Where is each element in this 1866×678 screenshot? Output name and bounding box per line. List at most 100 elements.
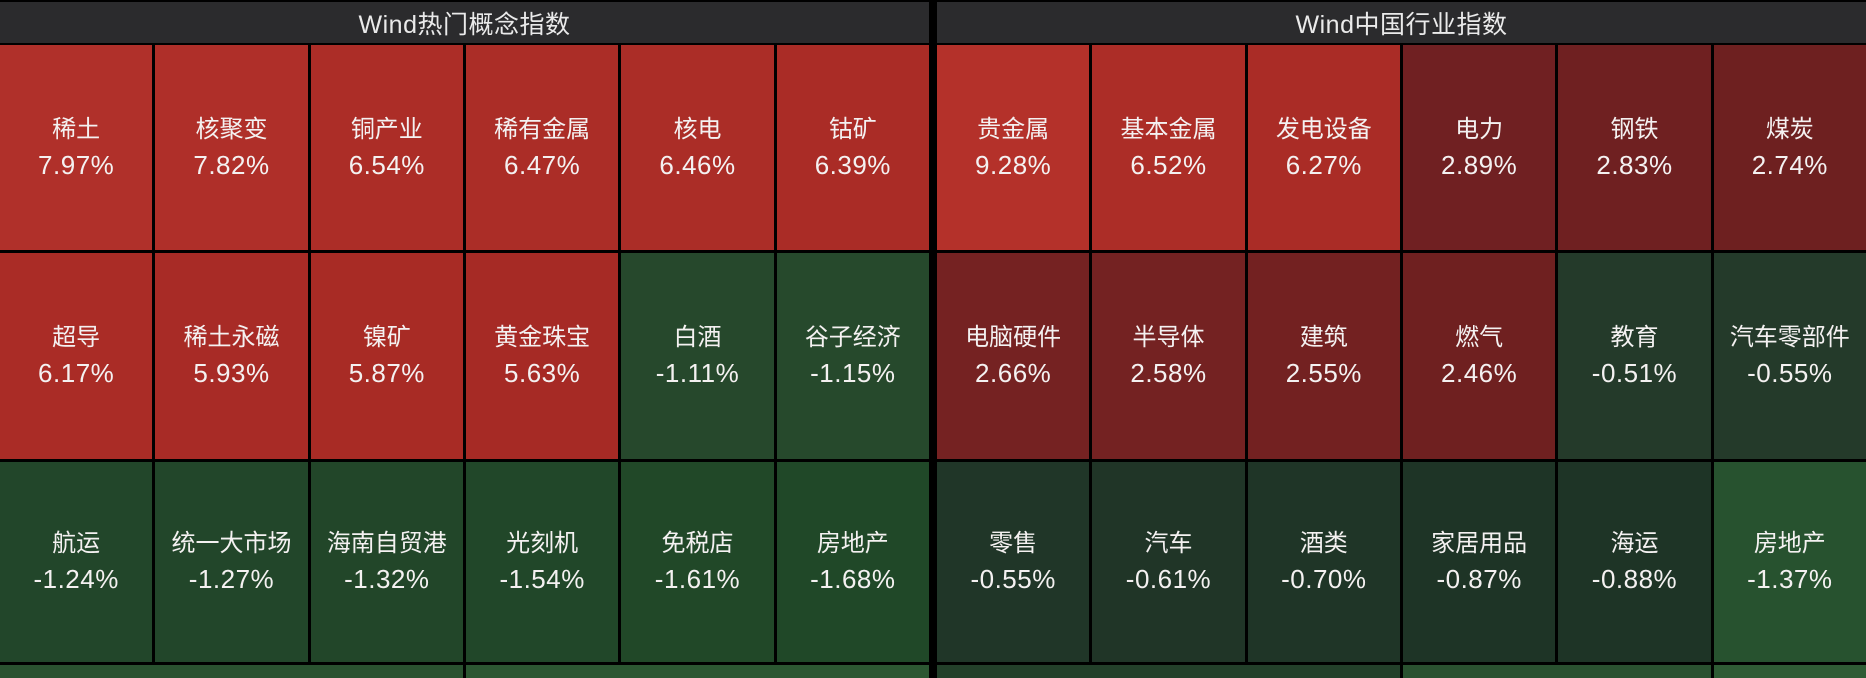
- heatmap-partial-cell: [1713, 665, 1866, 678]
- cell-value: 2.58%: [1130, 358, 1207, 388]
- heatmap-cell[interactable]: 稀有金属 6.47%: [465, 45, 619, 250]
- heatmap-cell[interactable]: 海运 -0.88%: [1558, 462, 1711, 662]
- cell-label: 零售: [989, 530, 1038, 557]
- heatmap-cell[interactable]: 稀土永磁 5.93%: [155, 253, 308, 459]
- cell-label: 稀土永磁: [183, 324, 280, 351]
- heatmap-cell[interactable]: 贵金属 9.28%: [937, 45, 1090, 250]
- heatmap-cell[interactable]: 钴矿 6.39%: [776, 45, 929, 250]
- cell-value: -1.61%: [654, 564, 741, 594]
- heatmap-cell[interactable]: 免税店 -1.61%: [621, 462, 774, 662]
- cell-label: 黄金珠宝: [494, 324, 591, 351]
- cell-value: -1.68%: [810, 564, 896, 594]
- heatmap-cell[interactable]: 黄金珠宝 5.63%: [465, 253, 619, 459]
- heatmap-cell[interactable]: 建筑 2.55%: [1247, 253, 1400, 459]
- cell-value: 2.66%: [975, 358, 1052, 388]
- cell-value: 5.63%: [504, 358, 581, 388]
- heatmap-cell[interactable]: 电脑硬件 2.66%: [937, 253, 1090, 459]
- heatmap-cell[interactable]: 教育 -0.51%: [1558, 253, 1711, 459]
- cell-label: 钴矿: [828, 115, 877, 143]
- cell-label: 汽车零部件: [1729, 324, 1850, 351]
- industry-heatmap-grid: 贵金属 9.28% 基本金属 6.52% 发电设备 6.27% 电力 2.89% 钢铁 2.83%…: [937, 45, 1866, 678]
- cell-label: 海运: [1610, 530, 1659, 557]
- heatmap-partial-cell: [1402, 665, 1711, 678]
- cell-label: 教育: [1610, 324, 1659, 351]
- heatmap-cell[interactable]: 航运 -1.24%: [0, 462, 153, 662]
- cell-label: 铜产业: [350, 115, 423, 143]
- heatmap-cell[interactable]: 煤炭 2.74%: [1713, 45, 1866, 250]
- cell-value: -1.11%: [655, 358, 740, 388]
- cell-label: 白酒: [673, 324, 722, 351]
- heatmap-cell[interactable]: 汽车零部件 -0.55%: [1713, 253, 1866, 459]
- cell-value: 2.55%: [1285, 358, 1362, 388]
- cell-value: 7.82%: [193, 149, 270, 180]
- heatmap-cell[interactable]: 核聚变 7.82%: [155, 45, 308, 250]
- heatmap-cell[interactable]: 超导 6.17%: [0, 253, 153, 459]
- cell-label: 房地产: [1753, 530, 1826, 557]
- heatmap-cell[interactable]: 燃气 2.46%: [1402, 253, 1556, 459]
- cell-value: 6.17%: [38, 358, 115, 388]
- cell-label: 酒类: [1299, 530, 1348, 557]
- heatmap-cell[interactable]: 房地产 -1.68%: [776, 462, 929, 662]
- cell-value: 6.46%: [659, 149, 736, 180]
- heatmap-cell[interactable]: 稀土 7.97%: [0, 45, 153, 250]
- cell-value: 7.97%: [38, 149, 115, 180]
- heatmap-partial-cell: [937, 665, 1400, 678]
- heatmap-cell[interactable]: 家居用品 -0.87%: [1402, 462, 1556, 662]
- heatmap-cell[interactable]: 白酒 -1.11%: [621, 253, 774, 459]
- cell-value: -0.51%: [1591, 358, 1678, 388]
- heatmap-cell[interactable]: 谷子经济 -1.15%: [776, 253, 929, 459]
- cell-label: 建筑: [1299, 324, 1348, 351]
- cell-value: 6.47%: [504, 149, 581, 180]
- panel-industry-header: Wind中国行业指数: [937, 2, 1866, 45]
- heatmap-partial-cell: [0, 665, 463, 678]
- heatmap-cell[interactable]: 发电设备 6.27%: [1247, 45, 1400, 250]
- heatmap-cell[interactable]: 核电 6.46%: [621, 45, 774, 250]
- cell-value: 6.52%: [1130, 149, 1207, 180]
- cell-value: 6.54%: [348, 149, 425, 180]
- heatmap-cell[interactable]: 光刻机 -1.54%: [465, 462, 619, 662]
- cell-value: 5.87%: [348, 358, 425, 388]
- cell-label: 半导体: [1132, 324, 1205, 351]
- cell-label: 稀有金属: [494, 115, 591, 143]
- heatmap-cell[interactable]: 统一大市场 -1.27%: [155, 462, 308, 662]
- cell-label: 电力: [1455, 115, 1504, 143]
- cell-label: 超导: [52, 324, 101, 351]
- cell-label: 稀土: [52, 115, 101, 143]
- cell-value: 2.89%: [1441, 149, 1518, 180]
- cell-value: -0.61%: [1125, 564, 1212, 594]
- heatmap-cell[interactable]: 零售 -0.55%: [937, 462, 1090, 662]
- heatmap-cell[interactable]: 基本金属 6.52%: [1092, 45, 1245, 250]
- cell-value: -1.54%: [499, 564, 585, 594]
- cell-value: -1.27%: [188, 564, 275, 594]
- panel-concept-indices: Wind热门概念指数 稀土 7.97% 核聚变 7.82% 铜产业 6.54% 稀有金属 6.…: [0, 2, 929, 678]
- heatmap-cell[interactable]: 铜产业 6.54%: [310, 45, 463, 250]
- cell-value: 6.39%: [814, 149, 891, 180]
- heatmap-cell[interactable]: 酒类 -0.70%: [1247, 462, 1400, 662]
- heatmap-cell[interactable]: 汽车 -0.61%: [1092, 462, 1245, 662]
- cell-label: 航运: [52, 530, 101, 557]
- heatmap-cell[interactable]: 钢铁 2.83%: [1558, 45, 1711, 250]
- cell-label: 汽车: [1144, 530, 1193, 557]
- panel-industry-indices: Wind中国行业指数 贵金属 9.28% 基本金属 6.52% 发电设备 6.27% 电力 2…: [937, 2, 1866, 678]
- heatmap-partial-cell: [465, 665, 929, 678]
- cell-label: 贵金属: [977, 115, 1050, 143]
- heatmap-cell[interactable]: 房地产 -1.37%: [1713, 462, 1866, 662]
- heatmap-cell[interactable]: 海南自贸港 -1.32%: [310, 462, 463, 662]
- heatmap-cell[interactable]: 半导体 2.58%: [1092, 253, 1245, 459]
- heatmap-cell[interactable]: 电力 2.89%: [1402, 45, 1556, 250]
- cell-label: 镍矿: [362, 324, 411, 351]
- cell-value: 2.83%: [1596, 149, 1673, 180]
- cell-value: -0.55%: [1747, 358, 1833, 388]
- heatmap-cell[interactable]: 镍矿 5.87%: [310, 253, 463, 459]
- cell-label: 电脑硬件: [965, 324, 1062, 351]
- cell-label: 房地产: [816, 530, 889, 557]
- cell-value: 2.74%: [1751, 149, 1828, 180]
- cell-label: 燃气: [1455, 324, 1504, 351]
- cell-value: -0.55%: [970, 564, 1056, 594]
- cell-label: 核电: [673, 115, 722, 143]
- cell-label: 免税店: [661, 530, 734, 557]
- cell-label: 钢铁: [1610, 115, 1659, 143]
- cell-label: 家居用品: [1431, 530, 1528, 557]
- cell-label: 发电设备: [1275, 115, 1372, 143]
